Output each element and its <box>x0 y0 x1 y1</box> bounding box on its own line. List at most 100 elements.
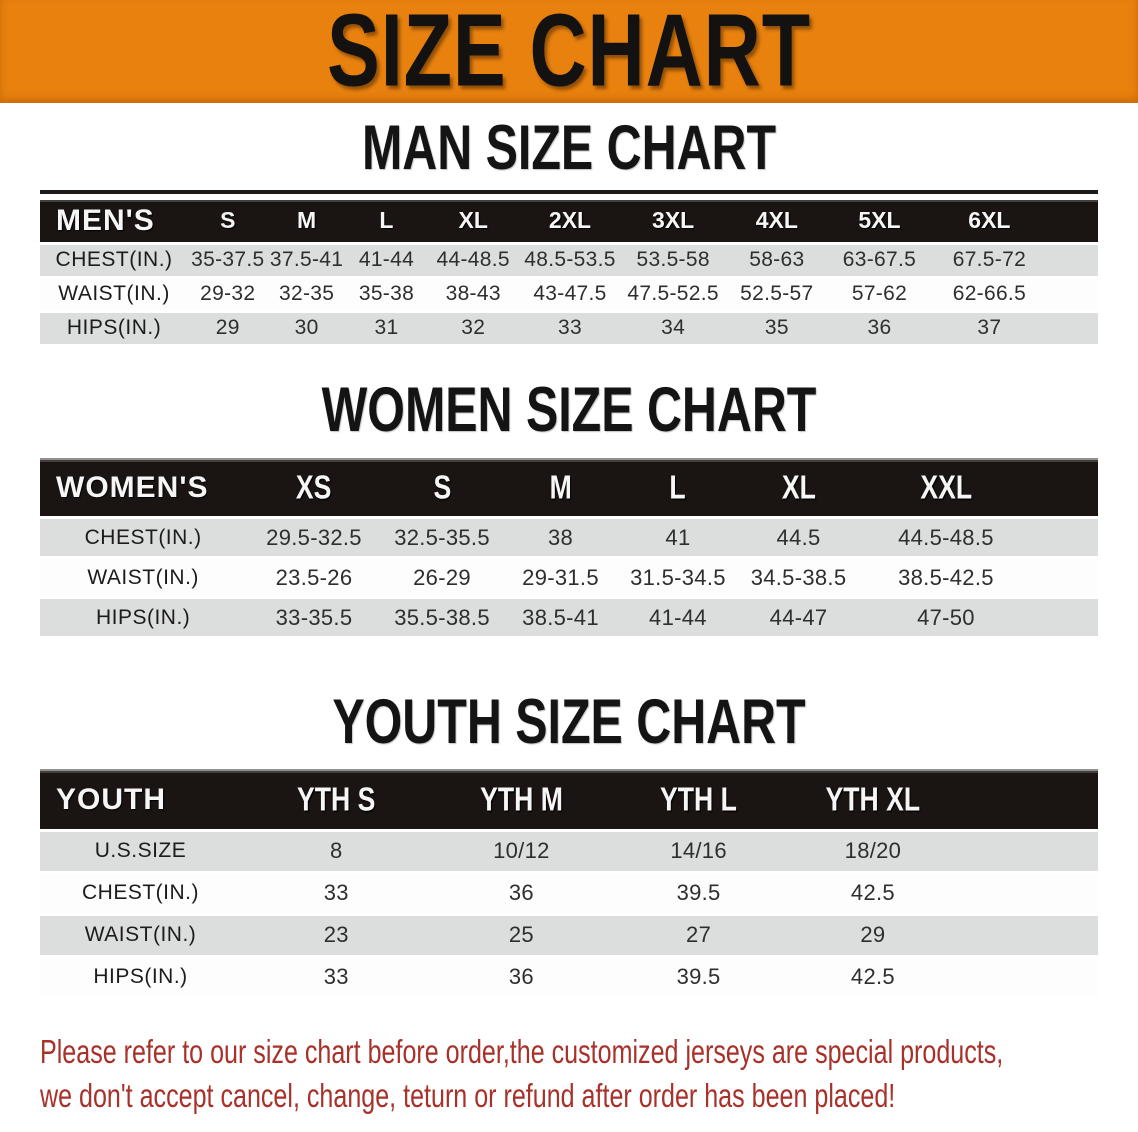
men-chest-m: 37.5-41 <box>269 248 344 271</box>
youth-hips-row: HIPS(IN.) 33 36 39.5 42.5 <box>40 957 1098 997</box>
youth-waist-xl: 29 <box>860 922 886 947</box>
women-waist-l: 31.5-34.5 <box>630 564 726 590</box>
women-waist-s: 26-29 <box>413 564 471 590</box>
women-waist-m: 29-31.5 <box>522 564 599 590</box>
women-heading: WOMEN SIZE CHART <box>321 372 817 445</box>
women-col-header-xl: XL <box>737 458 860 516</box>
men-hips-m: 30 <box>294 316 319 339</box>
men-hips-4xl: 35 <box>764 316 789 339</box>
men-col-header-3xl: 3XL <box>620 199 726 242</box>
men-table-top-rule <box>40 189 1098 194</box>
men-waist-l: 35-38 <box>358 282 415 305</box>
women-chest-xxl: 44.5-48.5 <box>898 524 994 550</box>
youth-hips-s: 33 <box>323 964 349 989</box>
youth-col-header-xl: YTH XL <box>785 768 1098 829</box>
men-waist-row: WAIST(IN.) 29-32 32-35 35-38 38-43 43-47… <box>40 278 1098 310</box>
men-col-header-6xl: 6XL <box>930 199 1098 242</box>
men-chest-l: 41-44 <box>358 248 415 271</box>
men-hips-6xl: 37 <box>977 316 1002 339</box>
women-waist-xl: 34.5-38.5 <box>750 564 847 590</box>
women-hips-xxl: 47-50 <box>917 604 975 630</box>
men-size-table: MEN'S S M L XL 2XL 3XL 4XL 5XL 6XL CHEST… <box>40 197 1098 347</box>
youth-ussize-xl: 18/20 <box>844 838 902 863</box>
men-hips-s: 29 <box>215 316 240 339</box>
men-hips-5xl: 36 <box>867 316 892 339</box>
youth-col-header-m: YTH M <box>431 768 612 829</box>
men-hips-l: 31 <box>374 316 399 339</box>
youth-waist-l: 27 <box>686 922 712 947</box>
women-hips-xl: 44-47 <box>769 604 828 630</box>
youth-waist-row: WAIST(IN.) 23 25 27 29 <box>40 915 1098 955</box>
men-waist-3xl: 47.5-52.5 <box>627 282 719 305</box>
youth-header-row: YOUTH YTH S YTH M YTH L YTH XL <box>40 768 1098 829</box>
page-title: SIZE CHART <box>327 0 811 109</box>
women-col-header-xs: XS <box>246 458 382 516</box>
women-size-table: WOMEN'S XS S M L XL XXL CHEST(IN.) 29.5-… <box>40 455 1098 639</box>
women-section: WOMEN SIZE CHART WOMEN'S XS S M L XL XXL <box>0 374 1138 640</box>
men-hips-xl: 32 <box>461 316 486 339</box>
women-waist-xs: 23.5-26 <box>275 564 353 590</box>
disclaimer: Please refer to our size chart before or… <box>40 1030 1138 1118</box>
youth-waist-s: 23 <box>323 922 349 947</box>
men-chest-s: 35-37.5 <box>191 248 265 271</box>
men-col-header-4xl: 4XL <box>725 199 829 242</box>
men-col-header-5xl: 5XL <box>828 199 931 242</box>
men-waist-4xl: 52.5-57 <box>740 282 814 305</box>
youth-chest-xl: 42.5 <box>850 880 895 905</box>
youth-hips-xl: 42.5 <box>850 964 895 989</box>
youth-row-label-chest: CHEST(IN.) <box>82 881 199 904</box>
youth-table-corner: YOUTH <box>40 768 242 829</box>
men-chest-5xl: 63-67.5 <box>842 248 917 271</box>
youth-row-label-ussize: U.S.SIZE <box>94 839 187 862</box>
disclaimer-line2: we don't accept cancel, change, teturn o… <box>40 1076 896 1114</box>
men-row-label-waist: WAIST(IN.) <box>58 282 170 305</box>
women-chest-xs: 29.5-32.5 <box>266 524 362 550</box>
men-chest-3xl: 53.5-58 <box>636 248 710 271</box>
women-table-wrap: WOMEN'S XS S M L XL XXL CHEST(IN.) 29.5-… <box>40 455 1098 639</box>
men-col-header-2xl: 2XL <box>519 199 621 242</box>
women-chest-xl: 44.5 <box>776 524 821 550</box>
men-col-header-m: M <box>267 199 346 242</box>
youth-col-header-s: YTH S <box>241 768 432 829</box>
men-chest-xl: 44-48.5 <box>436 248 510 271</box>
women-chest-m: 38 <box>547 524 574 550</box>
women-col-header-m: M <box>502 458 619 516</box>
youth-section: YOUTH SIZE CHART YOUTH YTH S YTH M YTH L… <box>0 686 1138 1000</box>
youth-ussize-l: 14/16 <box>670 838 727 863</box>
men-waist-xl: 38-43 <box>445 282 501 305</box>
women-hips-xs: 33-35.5 <box>275 604 353 630</box>
youth-chest-l: 39.5 <box>676 880 721 905</box>
youth-chest-row: CHEST(IN.) 33 36 39.5 42.5 <box>40 873 1098 913</box>
men-waist-2xl: 43-47.5 <box>533 282 607 305</box>
women-chest-row: CHEST(IN.) 29.5-32.5 32.5-35.5 38 41 44.… <box>40 519 1098 556</box>
men-waist-m: 32-35 <box>278 282 335 305</box>
women-chest-s: 32.5-35.5 <box>394 524 490 550</box>
women-col-header-s: S <box>381 458 503 516</box>
women-header-row: WOMEN'S XS S M L XL XXL <box>40 458 1098 516</box>
youth-chest-s: 33 <box>323 880 349 905</box>
men-waist-5xl: 57-62 <box>851 282 908 305</box>
men-col-header-l: L <box>345 199 428 242</box>
women-col-header-xxl: XXL <box>859 458 1098 516</box>
men-table-corner-label: MEN'S <box>56 203 155 237</box>
men-table-wrap: MEN'S S M L XL 2XL 3XL 4XL 5XL 6XL CHEST… <box>40 189 1098 347</box>
women-hips-m: 38.5-41 <box>522 604 599 630</box>
women-table-corner: WOMEN'S <box>40 458 247 516</box>
youth-row-label-waist: WAIST(IN.) <box>84 923 197 946</box>
men-waist-s: 29-32 <box>200 282 256 305</box>
disclaimer-line1: Please refer to our size chart before or… <box>40 1032 1004 1070</box>
youth-size-table: YOUTH YTH S YTH M YTH L YTH XL U.S.SIZE … <box>40 766 1098 1000</box>
youth-row-label-hips: HIPS(IN.) <box>93 965 188 988</box>
men-col-header-xl: XL <box>427 199 520 242</box>
youth-hips-m: 36 <box>508 964 534 989</box>
women-waist-row: WAIST(IN.) 23.5-26 26-29 29-31.5 31.5-34… <box>40 559 1098 596</box>
women-chest-l: 41 <box>665 524 691 550</box>
men-heading: MAN SIZE CHART <box>361 111 777 183</box>
men-hips-2xl: 33 <box>558 316 582 339</box>
women-row-label-hips: HIPS(IN.) <box>95 605 191 629</box>
men-section: MAN SIZE CHART MEN'S S M L XL 2XL 3XL 4X… <box>0 112 1138 347</box>
women-table-corner-label: WOMEN'S <box>56 471 209 504</box>
men-row-label-chest: CHEST(IN.) <box>55 248 173 271</box>
men-table-corner: MEN'S <box>40 199 189 242</box>
women-hips-l: 41-44 <box>649 604 707 630</box>
